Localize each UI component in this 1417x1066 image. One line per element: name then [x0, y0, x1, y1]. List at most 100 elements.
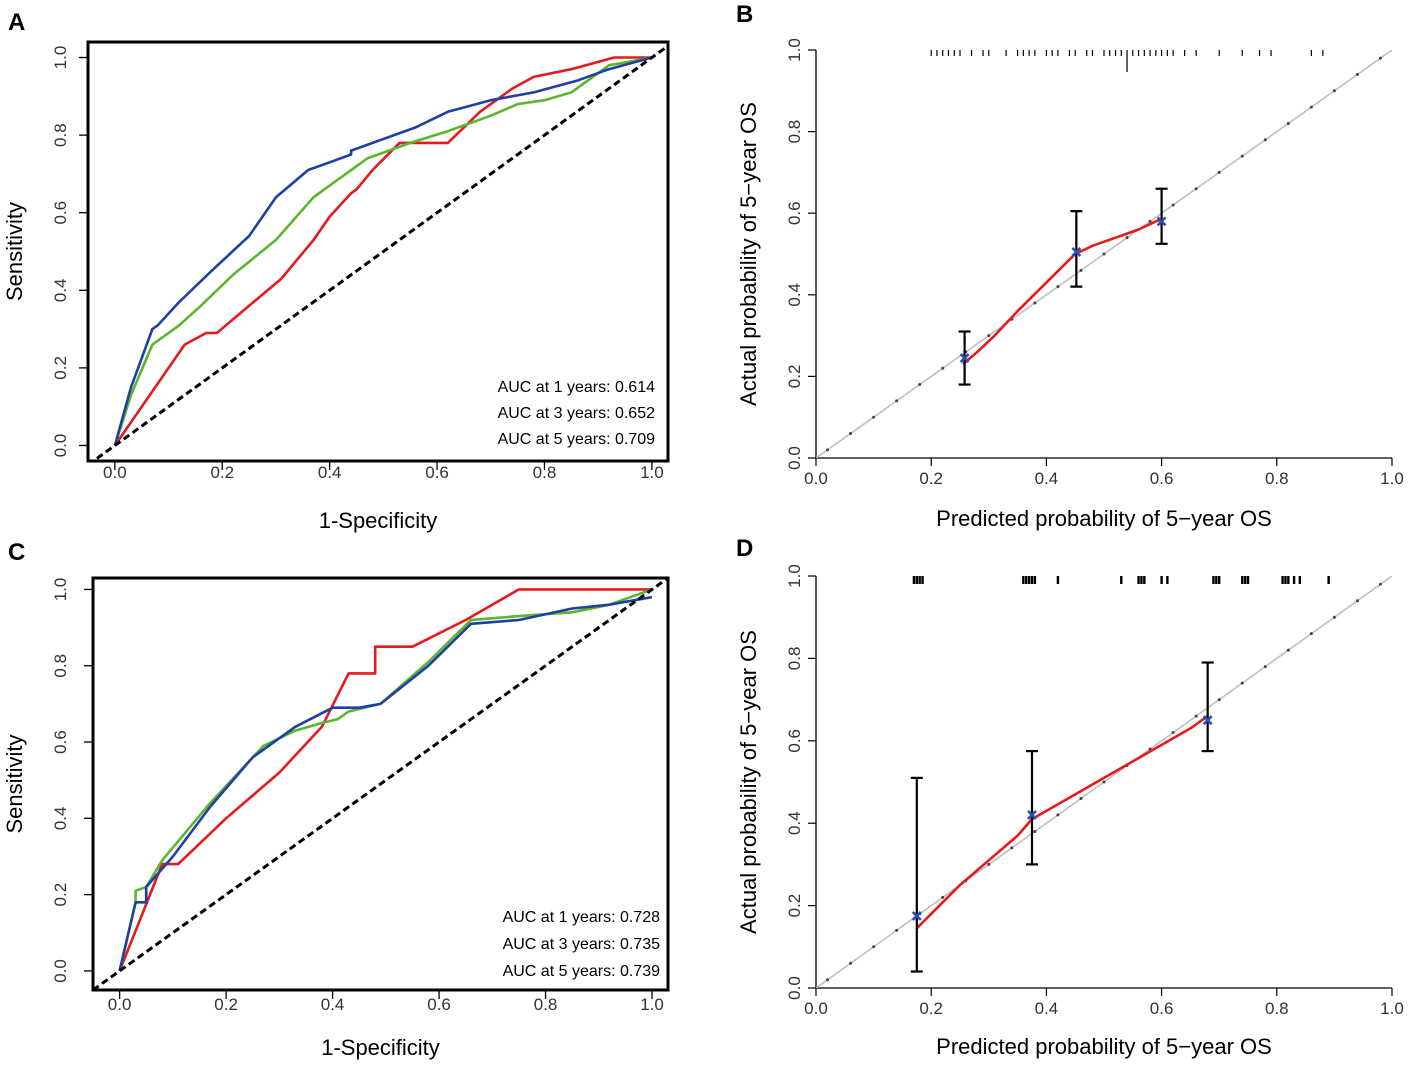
diagonal-dot — [1079, 796, 1083, 800]
diagonal-dot — [849, 432, 853, 436]
diagonal-dot — [1378, 56, 1382, 60]
x-tick-label: 0.8 — [1265, 469, 1289, 488]
panel-label: B — [736, 1, 753, 28]
calibration-point — [959, 353, 970, 363]
panel-D: D 0.00.0 0.2 0.2 0.4 0.4 0.6 0.6 0.8 0.8 1.0 1.0 Pre… — [736, 535, 1404, 1059]
diagonal-dot — [895, 928, 899, 932]
x-tick-label: 1.0 — [1380, 469, 1404, 488]
diagonal-dot — [1286, 648, 1290, 652]
auc-annotation: AUC at 1 years: 0.614 — [498, 379, 656, 396]
y-tick-label: 0.2 — [51, 883, 70, 907]
x-tick-label: 0.0 — [103, 463, 127, 482]
y-tick-label: 0.6 — [51, 201, 70, 225]
x-tick-label: 0.2 — [919, 999, 943, 1018]
diagonal-dot — [1079, 268, 1083, 272]
y-tick-label: 0.6 — [785, 729, 804, 753]
x-tick-label: 1.0 — [640, 995, 664, 1014]
x-axis-title: Predicted probability of 5−year OS — [936, 506, 1272, 531]
diagonal-dot — [1309, 632, 1313, 636]
auc-annotation: AUC at 1 years: 0.728 — [503, 909, 661, 926]
diagonal-dot — [941, 895, 945, 899]
diagonal-dot — [895, 399, 899, 403]
roc-line-1-years — [118, 588, 652, 972]
diagonal-dot — [1171, 731, 1175, 735]
plot-area — [93, 578, 668, 990]
diagonal-dot — [1240, 154, 1244, 158]
diagonal-dot — [1102, 780, 1106, 784]
calibration-line — [962, 218, 1163, 366]
y-tick-label: 0.4 — [785, 283, 804, 307]
roc-line-5-years — [118, 595, 653, 972]
diagonal-dot — [1033, 829, 1037, 833]
calibration-point — [1202, 715, 1213, 726]
diagonal-dot — [987, 334, 991, 338]
diagonal-dot — [1033, 301, 1037, 305]
x-tick-label: 0.8 — [534, 995, 558, 1014]
x-tick-label: 1.0 — [1380, 999, 1404, 1018]
diagonal-dot — [849, 961, 853, 965]
diagonal-dot — [1171, 203, 1175, 207]
auc-annotation: AUC at 3 years: 0.652 — [498, 405, 656, 422]
diagonal-dot — [987, 862, 991, 866]
diagonal-dot — [1355, 599, 1359, 603]
plot-area — [816, 576, 1392, 988]
diagonal-dot — [1240, 681, 1244, 685]
diagonal-dot — [872, 415, 876, 419]
y-tick-label: 0.6 — [785, 201, 804, 225]
calibration-point — [1156, 216, 1167, 227]
y-axis-title: Actual probability of 5−year OS — [736, 630, 761, 934]
diagonal-dot — [918, 383, 922, 387]
x-tick-label: 0.6 — [1150, 999, 1174, 1018]
calibration-point — [911, 910, 922, 921]
x-tick-label: 0.4 — [318, 463, 342, 482]
calibration-line — [915, 715, 1209, 930]
diagonal-dot — [1148, 219, 1152, 223]
roc-line-5-years — [113, 56, 653, 446]
y-tick-label: 0.0 — [51, 434, 70, 458]
diagonal-dot — [1217, 170, 1221, 174]
y-axis-title: Sensitivity — [2, 202, 27, 301]
diagonal-dot — [1263, 138, 1267, 142]
y-tick-label: 1.0 — [785, 564, 804, 588]
roc-line-reference — [93, 578, 668, 990]
y-tick-label: 0.2 — [51, 356, 70, 380]
y-tick-label: 0.4 — [785, 811, 804, 835]
panel-label: D — [736, 535, 753, 562]
x-tick-label: 0.6 — [425, 463, 449, 482]
diagonal-dot — [1194, 187, 1198, 191]
y-tick-label: 0.8 — [51, 654, 70, 678]
x-tick-label: 0.2 — [210, 463, 234, 482]
diagonal-dot — [941, 366, 945, 370]
y-tick-label: 0.8 — [785, 120, 804, 144]
auc-annotation: AUC at 3 years: 0.735 — [503, 936, 661, 953]
x-tick-label: 0.0 — [804, 469, 828, 488]
diagonal-dot — [1378, 582, 1382, 586]
y-axis-title: Sensitivity — [2, 734, 27, 833]
x-tick-label: 0.0 — [108, 995, 132, 1014]
y-tick-label: 0.4 — [51, 807, 70, 831]
diagonal-dot — [1125, 236, 1129, 240]
y-tick-label: 0.0 — [51, 959, 70, 983]
y-tick-label: 1.0 — [51, 46, 70, 70]
plot-frame — [91, 576, 670, 992]
x-tick-label: 0.0 — [804, 999, 828, 1018]
auc-annotation: AUC at 5 years: 0.739 — [503, 963, 661, 980]
diagonal-dot — [1286, 121, 1290, 125]
roc-line-1-years — [113, 56, 652, 447]
plot-area — [90, 44, 668, 461]
panel-label: A — [8, 9, 25, 36]
diagonal-dot — [1263, 665, 1267, 669]
diagonal-dot — [1217, 698, 1221, 702]
y-tick-label: 0.2 — [785, 365, 804, 389]
x-axis-title: Predicted probability of 5−year OS — [936, 1034, 1272, 1059]
x-tick-label: 0.2 — [919, 469, 943, 488]
calibration-point — [1071, 247, 1082, 257]
panel-A: A 0.0 0.0 0.2 0.2 0.4 0.4 0.6 0.6 0.8 0.8 1.0 1.0 1-S… — [2, 9, 670, 533]
panel-B: B 0.00.0 0.2 0.2 0.4 0.4 0.6 0.6 0.8 0.8 1.0 1.0 Pre… — [736, 1, 1404, 531]
y-tick-label: 0.8 — [51, 123, 70, 147]
y-axis-title: Actual probability of 5−year OS — [736, 102, 761, 406]
plot-frame — [86, 40, 670, 463]
plot-area — [816, 50, 1392, 458]
y-tick-label: 1.0 — [785, 38, 804, 62]
